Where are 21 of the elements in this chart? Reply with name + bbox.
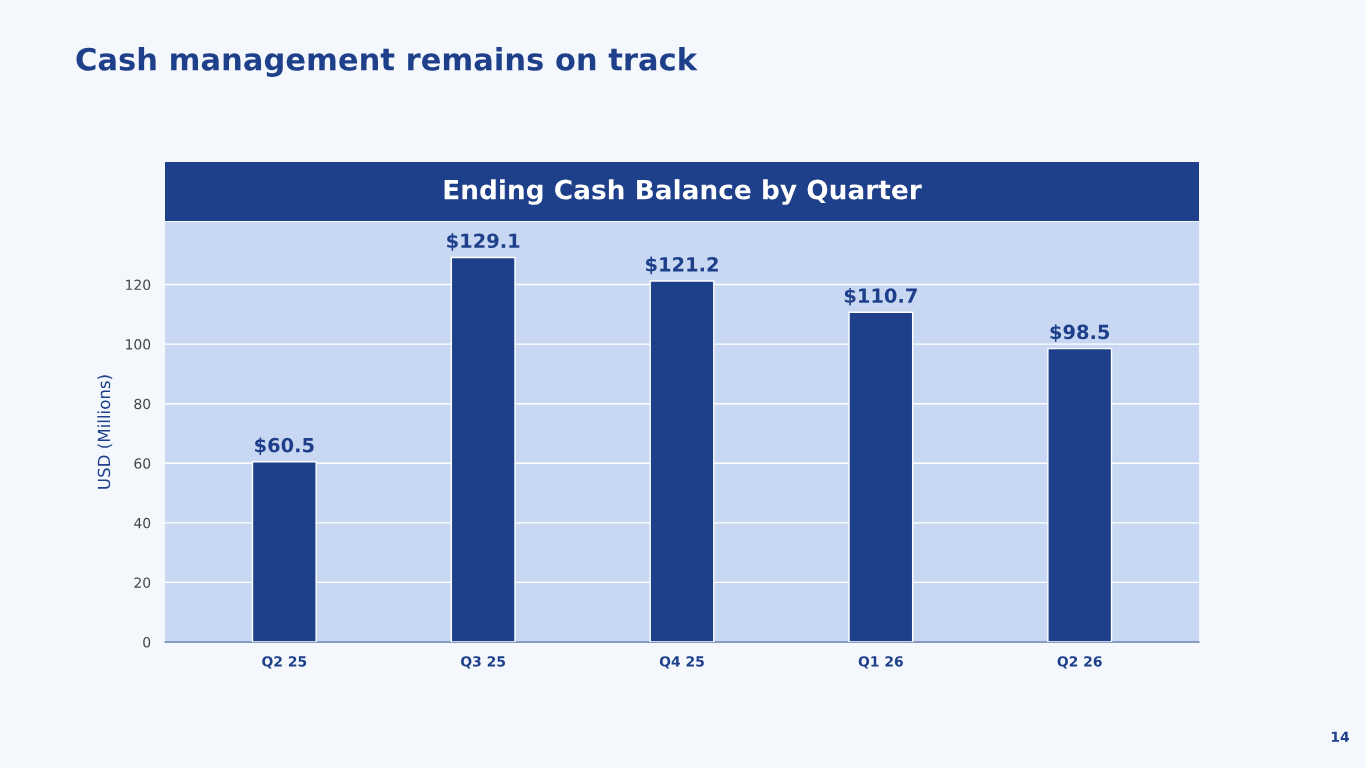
y-tick-label: 80 [134, 398, 151, 410]
x-tick-label: Q4 25 [659, 656, 704, 669]
chart-subtitle: Ending Cash Balance by Quarter [444, 179, 922, 205]
y-tick-label: 20 [134, 577, 151, 588]
chart-title: Cash management remains on track [76, 47, 698, 77]
x-tick-label: Q1 26 [858, 656, 903, 669]
y-tick-label: 60 [134, 458, 151, 469]
y-tick-label: 120 [126, 279, 151, 291]
data-label: $129.1 [447, 233, 520, 251]
data-label: $121.2 [646, 256, 718, 275]
text: 14 [1331, 731, 1350, 742]
y-axis-title: USD (Millions) [97, 375, 113, 489]
y-tick-label: 40 [134, 517, 151, 529]
y-tick-label: 100 [126, 339, 151, 350]
data-label: $110.7 [844, 287, 917, 306]
y-tick-label: 0 [143, 636, 151, 648]
x-tick-label: Q3 25 [461, 656, 505, 669]
x-tick-label: Q2 26 [1057, 656, 1102, 669]
data-label: $60.5 [255, 437, 314, 456]
x-tick-label: Q2 25 [262, 656, 307, 669]
data-label: $98.5 [1050, 324, 1110, 342]
